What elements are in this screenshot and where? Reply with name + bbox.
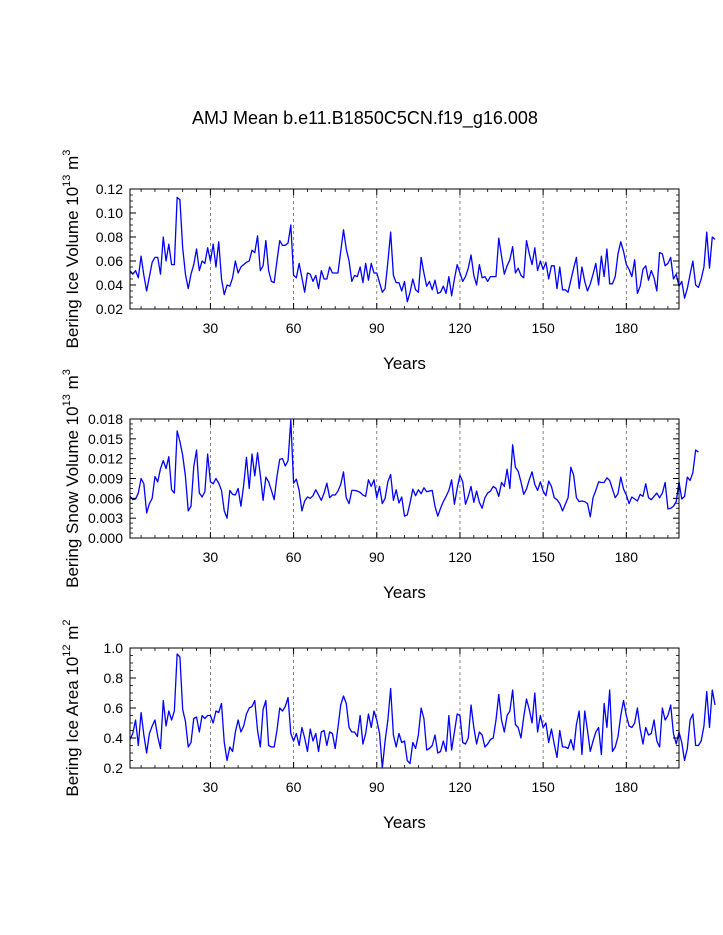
y-label-exponent: 13 [61, 175, 73, 187]
x-tick-label: 30 [203, 320, 219, 336]
y-tick-label: 0.003 [88, 510, 123, 526]
x-tick-label: 30 [203, 779, 219, 795]
y-tick-labels: 0.2 0.4 0.6 0.8 1.0 [104, 640, 124, 776]
y-tick-label: 0.018 [88, 411, 123, 427]
chart-title: AMJ Mean b.e11.B1850C5CN.f19_g16.008 [192, 108, 538, 129]
x-axis-label: Years [383, 583, 426, 602]
gridlines [210, 189, 627, 309]
plot-frame [129, 418, 680, 539]
y-axis-label: Bering Snow Volume 1013 m3 [61, 369, 82, 588]
x-tick-label: 120 [448, 779, 472, 795]
x-tick-label: 60 [286, 779, 302, 795]
y-tick-label: 0.015 [88, 431, 123, 447]
y-tick-label: 0.2 [104, 760, 124, 776]
axis-ticks [130, 647, 679, 769]
y-tick-label: 0.12 [96, 181, 123, 197]
x-tick-label: 180 [615, 779, 639, 795]
x-tick-labels: 30 60 90 120 150 180 [203, 549, 639, 565]
y-tick-label: 0.08 [96, 229, 123, 245]
y-tick-labels: 0.000 0.003 0.006 0.009 0.012 0.015 0.018 [88, 411, 123, 546]
plot-frame [129, 188, 680, 310]
x-tick-label: 60 [286, 549, 302, 565]
y-axis-label: Bering Ice Volume 1013 m3 [61, 150, 82, 349]
x-tick-label: 90 [369, 549, 385, 565]
y-tick-label: 0.006 [88, 490, 123, 506]
x-tick-label: 150 [531, 549, 555, 565]
x-tick-label: 120 [448, 320, 472, 336]
y-label-unit: m [63, 375, 82, 394]
series-line-snow-volume [129, 419, 699, 519]
panel-snow-volume: 0.000 0.003 0.006 0.009 0.012 0.015 0.018 30 60… [61, 369, 699, 602]
y-tick-label: 0.000 [88, 530, 123, 546]
y-axis-label: Bering Ice Area 1012 m2 [61, 619, 82, 796]
y-label-text: Bering Ice Area 10 [63, 657, 82, 797]
y-label-exponent: 12 [61, 644, 73, 656]
x-tick-label: 150 [531, 320, 555, 336]
y-tick-labels: 0.02 0.04 0.06 0.08 0.10 0.12 [96, 181, 123, 317]
plot-frame [129, 647, 680, 769]
x-tick-labels: 30 60 90 120 150 180 [203, 779, 639, 795]
x-tick-label: 180 [615, 320, 639, 336]
x-tick-label: 180 [615, 549, 639, 565]
y-label-text: Bering Snow Volume 10 [63, 406, 82, 587]
y-tick-label: 0.02 [96, 301, 123, 317]
y-tick-label: 0.6 [104, 700, 124, 716]
y-tick-label: 0.04 [96, 277, 123, 293]
y-tick-label: 1.0 [104, 640, 124, 656]
y-label-unit: m [63, 156, 82, 175]
y-tick-label: 0.009 [88, 471, 123, 487]
panel-ice-area: 0.2 0.4 0.6 0.8 1.0 30 60 90 120 150 180 Years Be… [61, 619, 716, 832]
y-tick-label: 0.10 [96, 205, 123, 221]
y-tick-label: 0.8 [104, 670, 124, 686]
series-line-ice-area [129, 653, 716, 769]
gridlines [210, 419, 627, 538]
y-label-unit-exponent: 3 [61, 369, 73, 375]
y-tick-label: 0.012 [88, 451, 123, 467]
x-tick-labels: 30 60 90 120 150 180 [203, 320, 639, 336]
y-label-unit: m [63, 626, 82, 645]
y-tick-label: 0.4 [104, 730, 124, 746]
x-tick-label: 60 [286, 320, 302, 336]
series-line-ice-volume [129, 196, 716, 303]
gridlines [210, 648, 627, 768]
x-tick-label: 30 [203, 549, 219, 565]
x-tick-label: 90 [369, 779, 385, 795]
x-tick-label: 120 [448, 549, 472, 565]
y-label-unit-exponent: 3 [61, 150, 73, 156]
axis-ticks [130, 418, 679, 539]
x-tick-label: 150 [531, 779, 555, 795]
y-tick-label: 0.06 [96, 253, 123, 269]
x-axis-label: Years [383, 813, 426, 832]
x-axis-label: Years [383, 354, 426, 373]
y-label-text: Bering Ice Volume 10 [63, 187, 82, 349]
y-label-exponent: 13 [61, 394, 73, 406]
x-tick-label: 90 [369, 320, 385, 336]
y-label-unit-exponent: 2 [61, 619, 73, 625]
panel-ice-volume: 0.02 0.04 0.06 0.08 0.10 0.12 30 60 90 120 150 180… [61, 150, 716, 373]
